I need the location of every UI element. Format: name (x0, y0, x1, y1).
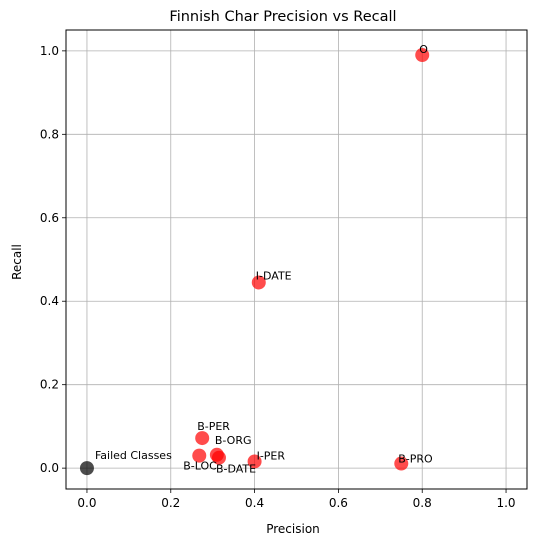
point-label: B-LOC (183, 460, 217, 473)
plot-frame (65, 29, 528, 490)
x-tick-label: 0.0 (77, 496, 96, 510)
point-label: Failed Classes (95, 449, 172, 462)
point-label: I-PER (257, 449, 286, 462)
data-points (79, 48, 430, 476)
point-label: B-PRO (398, 453, 433, 466)
x-tick-label: 0.6 (329, 496, 348, 510)
class-point (211, 450, 226, 465)
axis-ticks: 0.0 0.2 0.4 0.6 0.8 1.0 0.0 0.2 0.4 0.6 0.8 1.0 (40, 44, 516, 510)
x-tick-label: 1.0 (496, 496, 515, 510)
x-tick-label: 0.2 (161, 496, 180, 510)
class-point (394, 456, 409, 471)
class-point (247, 454, 262, 469)
x-tick-label: 0.4 (245, 496, 264, 510)
class-point (192, 448, 207, 463)
grid (66, 30, 527, 489)
y-tick-label: 0.8 (40, 127, 59, 141)
point-label: B-DATE (216, 463, 256, 476)
y-tick-label: 0.6 (40, 211, 59, 225)
y-axis-title: Recall (10, 244, 24, 280)
x-axis-title: Precision (266, 522, 320, 536)
class-point (251, 275, 266, 290)
class-point (415, 48, 430, 63)
failed-class-point (79, 461, 94, 476)
y-tick-label: 1.0 (40, 44, 59, 58)
x-tick-label: 0.8 (413, 496, 432, 510)
chart-title: Finnish Char Precision vs Recall (169, 9, 396, 25)
point-label: B-PER (197, 420, 230, 433)
class-point (195, 431, 210, 446)
y-tick-label: 0.0 (40, 461, 59, 475)
y-tick-label: 0.4 (40, 294, 59, 308)
point-label: O (419, 43, 428, 56)
y-tick-label: 0.2 (40, 378, 59, 392)
point-label: B-ORG (215, 434, 252, 447)
point-label: I-DATE (256, 269, 292, 282)
